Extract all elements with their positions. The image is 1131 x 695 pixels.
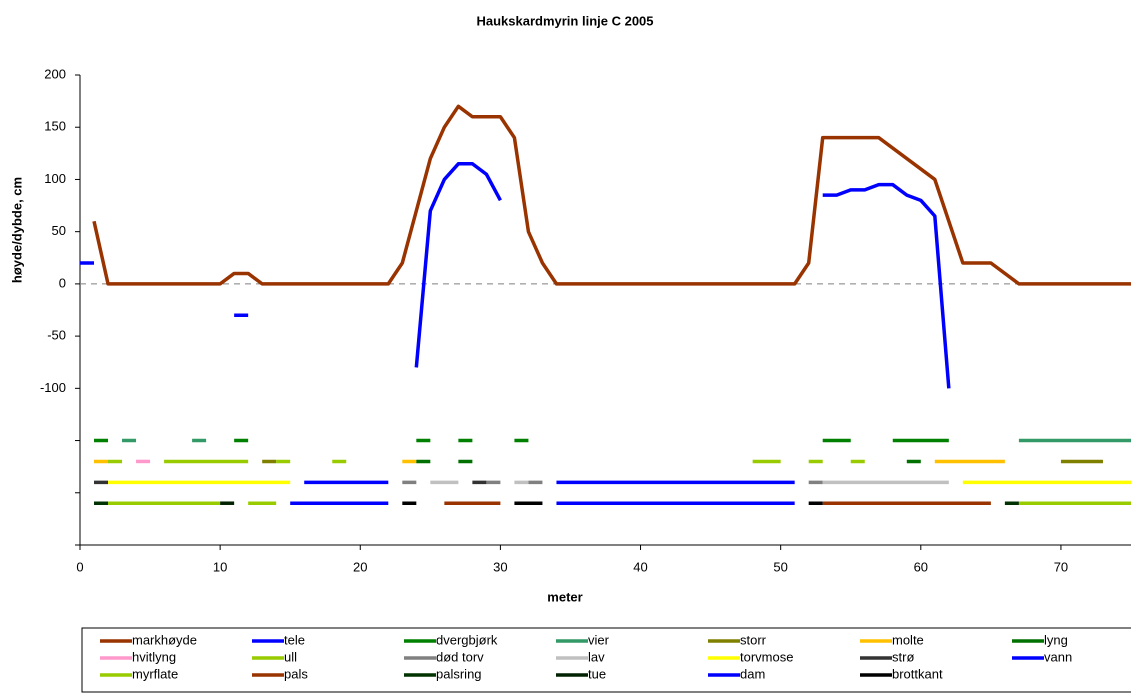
y-tick-label: 150 [44, 119, 66, 134]
legend-label: død torv [436, 649, 484, 664]
y-tick-label: 0 [59, 275, 66, 290]
legend-label: markhøyde [132, 632, 197, 647]
chart-title: Haukskardmyrin linje C 2005 [476, 13, 653, 28]
x-tick-label: 40 [633, 559, 647, 574]
legend-label: hvitlyng [132, 649, 176, 664]
legend-label: tue [588, 666, 606, 681]
x-tick-label: 10 [213, 559, 227, 574]
x-tick-label: 70 [1054, 559, 1068, 574]
legend-label: pals [284, 666, 308, 681]
legend-label: ull [284, 649, 297, 664]
legend-box [81, 627, 1131, 693]
legend-label: palsring [436, 666, 482, 681]
x-tick-label: 30 [493, 559, 507, 574]
legend-label: dvergbjørk [436, 632, 498, 647]
y-tick-label: -50 [47, 328, 66, 343]
legend-label: brottkant [892, 666, 943, 681]
y-axis-label: høyde/dybde, cm [9, 177, 24, 283]
series-line [80, 162, 951, 389]
legend-label: strø [892, 649, 914, 664]
legend-label: storr [740, 632, 767, 647]
x-tick-label: 60 [914, 559, 928, 574]
y-tick-label: -100 [40, 380, 66, 395]
x-tick-label: 0 [76, 559, 83, 574]
x-tick-label: 50 [773, 559, 787, 574]
legend-label: tele [284, 632, 305, 647]
series-line [92, 104, 1131, 286]
y-tick-label: 50 [52, 223, 66, 238]
legend-label: lav [588, 649, 605, 664]
legend-label: dam [740, 666, 765, 681]
legend-label: torvmose [740, 649, 793, 664]
legend-label: molte [892, 632, 924, 647]
y-tick-label: 200 [44, 66, 66, 81]
legend-label: myrflate [132, 666, 178, 681]
legend-label: vier [588, 632, 610, 647]
x-axis-label: meter [547, 589, 582, 604]
y-tick-label: 100 [44, 171, 66, 186]
x-tick-label: 20 [353, 559, 367, 574]
legend-label: lyng [1044, 632, 1068, 647]
legend-label: vann [1044, 649, 1072, 664]
